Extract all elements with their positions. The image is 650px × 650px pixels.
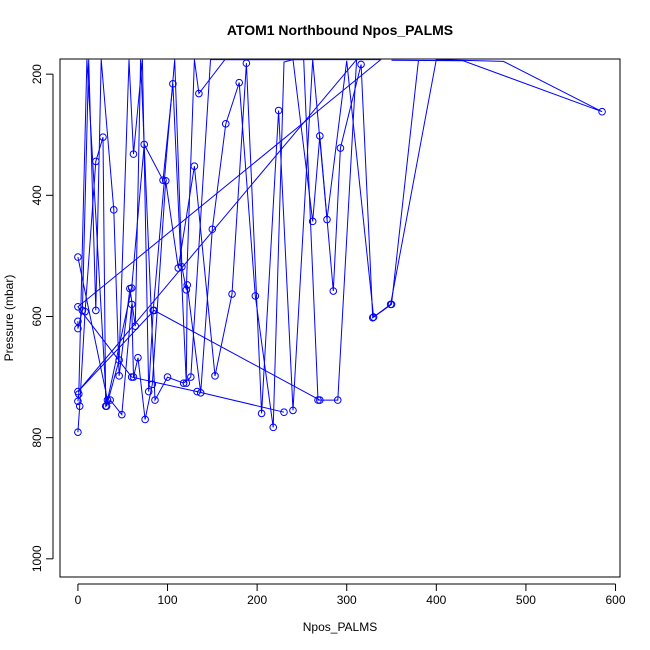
data-point [115,372,123,380]
y-tick-label: 600 [30,306,44,326]
data-point [357,60,365,69]
data-point [269,423,278,432]
data-point [178,263,186,271]
data-point [208,225,217,234]
data-point [109,206,118,214]
data-point [386,300,395,309]
x-tick-label: 100 [158,593,178,607]
data-point [316,396,324,404]
data-point [163,373,172,381]
data-point [193,387,201,396]
data-point [598,107,606,116]
series-layer [74,58,606,437]
data-point [221,120,230,128]
plot-area [59,58,621,578]
data-point [126,284,134,293]
data-point [368,313,377,322]
data-point [74,253,82,261]
x-tick-label: 600 [606,593,626,607]
data-point [118,410,126,419]
data-point [127,373,136,381]
x-axis: 0 100 200 300 400 500 600 [75,583,626,607]
data-point [149,306,157,315]
x-tick-label: 300 [337,593,357,607]
data-point [129,150,138,158]
data-point [151,396,159,404]
data-point [74,302,82,311]
data-point [106,396,114,404]
data-point [134,353,142,362]
data-point [74,324,82,333]
data-point [228,290,236,298]
series-line [77,58,358,402]
data-point [280,408,288,417]
data-point [78,306,87,315]
data-point [274,106,283,115]
data-point [235,78,243,87]
data-point [369,313,378,321]
x-tick-label: 200 [247,593,267,607]
data-point [141,415,149,424]
data-point [308,217,317,226]
y-tick-label: 400 [30,185,44,205]
data-point [74,317,82,326]
y-axis-label: Pressure (mbar) [2,275,16,362]
data-point [183,281,192,289]
y-tick-label: 1000 [30,545,44,572]
data-point [161,176,170,185]
data-point [289,406,297,415]
data-point [75,402,84,410]
data-point [131,322,140,330]
data-point [333,396,342,404]
data-point [257,409,266,418]
data-point [182,286,191,294]
data-point [329,287,338,295]
data-point [187,373,195,381]
x-tick-label: 500 [516,593,536,607]
data-point [251,292,260,300]
x-axis-label: Npos_PALMS [303,620,377,634]
data-point [159,176,167,184]
data-point [316,132,324,140]
chart-title: ATOM1 Northbound Npos_PALMS [227,22,453,38]
data-point [92,306,100,315]
data-point [74,428,82,437]
y-tick-label: 200 [30,64,44,84]
data-point [115,356,123,364]
x-tick-label: 0 [75,593,82,607]
data-point [75,390,83,398]
data-point [336,144,345,152]
y-axis: 200 400 600 800 1000 [30,64,54,572]
x-tick-label: 400 [426,593,446,607]
data-point [74,397,82,406]
data-point [211,372,219,380]
series-line [77,58,603,428]
data-point [102,402,111,410]
data-point [179,379,188,387]
series-line [77,59,383,413]
data-point [144,387,153,396]
y-tick-label: 800 [30,427,44,447]
data-point [195,89,203,98]
